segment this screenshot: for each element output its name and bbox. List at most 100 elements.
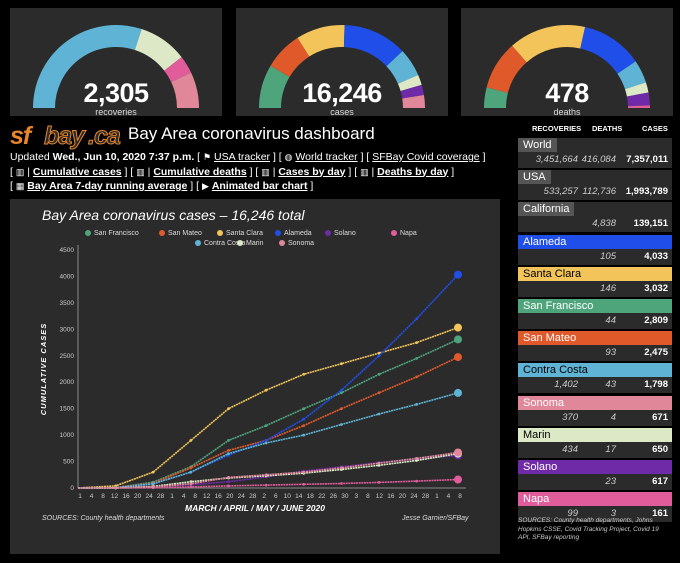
usa-tracker-link[interactable]: USA tracker: [214, 151, 271, 163]
row-recoveries: 1,402: [554, 379, 578, 391]
legend-item[interactable]: Marin: [237, 240, 264, 247]
x-tick-label: 8: [366, 493, 370, 500]
x-tick-label: 12: [376, 493, 384, 500]
cases-by-day-link[interactable]: Cases by day: [278, 165, 346, 178]
table-row: Solano 23 617: [518, 460, 672, 490]
cumulative-deaths-link[interactable]: Cumulative deaths: [153, 165, 247, 178]
row-deaths: 4: [610, 411, 616, 423]
y-tick-label: 1000: [60, 432, 75, 439]
table-row: California 4,838 139,151: [518, 202, 672, 233]
gauge-deaths-arc: [483, 25, 650, 109]
data-point: [377, 354, 381, 358]
x-tick-label: 6: [274, 493, 278, 500]
cumulative-cases-link[interactable]: Cumulative cases: [32, 165, 122, 178]
data-point: [302, 470, 306, 474]
legend-label: Napa: [400, 230, 417, 237]
series-end-marker[interactable]: [454, 388, 462, 397]
y-tick-label: 3500: [60, 300, 75, 307]
row-cases: 1,798: [644, 379, 668, 391]
data-point: [377, 461, 381, 465]
series-end-marker[interactable]: [454, 475, 462, 484]
data-point: [151, 470, 155, 474]
gauge-segment: [270, 37, 310, 78]
data-point: [340, 362, 343, 366]
running-average-link[interactable]: Bay Area 7-day running average: [27, 180, 188, 192]
gauge-recoveries-label: recoveries: [95, 107, 137, 116]
y-tick-label: 4500: [60, 247, 75, 254]
row-cases: 139,151: [633, 218, 668, 230]
deaths-by-day-link[interactable]: Deaths by day: [377, 165, 449, 178]
gauge-cases: 16,246 cases: [236, 8, 448, 116]
legend-item[interactable]: San Francisco: [85, 230, 139, 237]
series-end-marker[interactable]: [454, 448, 462, 457]
table-row: Alameda 105 4,033: [518, 234, 672, 265]
data-point: [302, 433, 306, 437]
x-tick-label: 1: [170, 493, 174, 500]
legend-item[interactable]: Solano: [325, 230, 356, 237]
x-tick-label: 8: [458, 493, 462, 500]
world-tracker-link[interactable]: World tracker: [295, 151, 358, 163]
gauge-deaths: 478 deaths: [461, 8, 673, 116]
legend-item[interactable]: San Mateo: [159, 230, 202, 237]
data-point: [415, 403, 418, 406]
gauge-cases-arc: [259, 25, 425, 109]
legend-item[interactable]: Contra Costa: [195, 240, 245, 247]
legend-item[interactable]: Napa: [391, 230, 417, 237]
sfbay-logo[interactable]: sf bay .ca: [10, 122, 121, 151]
x-tick-label: 24: [238, 493, 246, 500]
play-icon: ▶: [201, 181, 209, 191]
series-end-marker[interactable]: [454, 335, 462, 344]
x-tick-label: 3: [355, 493, 359, 500]
data-point: [415, 357, 418, 360]
legend-item[interactable]: Santa Clara: [217, 230, 263, 237]
row-deaths: 43: [605, 379, 616, 391]
data-point: [264, 473, 268, 477]
data-point: [415, 479, 418, 483]
legend-swatch: [195, 240, 201, 246]
row-deaths: 105: [600, 250, 616, 262]
table-row: Santa Clara 146 3,032: [518, 266, 672, 297]
data-point: [189, 482, 193, 486]
table-row: USA 533,257 112,736 1,993,789: [518, 170, 672, 201]
calendar-icon: ▦: [15, 181, 25, 191]
legend-item[interactable]: Sonoma: [279, 240, 314, 247]
flag-icon: ⚑: [203, 152, 212, 162]
gauge-segment: [259, 65, 290, 109]
gauge-segment: [626, 92, 650, 107]
series-end-marker[interactable]: [454, 323, 462, 332]
row-name: Contra Costa: [518, 363, 672, 378]
table-row: Sonoma 370 4 671: [518, 395, 672, 426]
logo-bay-text: bay: [43, 122, 85, 151]
x-tick-label: 20: [399, 493, 407, 500]
gauge-segment: [483, 87, 508, 109]
series-end-marker[interactable]: [454, 270, 462, 279]
row-deaths: 93: [605, 347, 616, 359]
gauge-cases-value: 16,246: [302, 78, 382, 108]
data-point: [377, 463, 381, 467]
gauge-deaths-value: 478: [545, 78, 589, 108]
row-deaths: 44: [605, 315, 616, 326]
data-point: [415, 375, 418, 379]
sfbay-coverage-link[interactable]: SFBay Covid coverage: [372, 151, 480, 163]
row-cases: 4,033: [644, 250, 668, 262]
legend-label: Marin: [246, 240, 264, 247]
series-end-marker[interactable]: [454, 353, 462, 362]
x-tick-label: 4: [447, 493, 451, 500]
animated-bar-chart-link[interactable]: Animated bar chart: [211, 180, 308, 192]
x-tick-label: 28: [157, 493, 165, 500]
legend-swatch: [85, 230, 91, 236]
gauge-segment: [617, 61, 646, 90]
x-tick-label: 1: [78, 493, 82, 500]
row-cases: 2,475: [644, 347, 668, 359]
header-recoveries: RECOVERIES: [532, 124, 582, 133]
x-tick-label: 28: [249, 493, 257, 500]
data-point: [377, 391, 381, 395]
data-point: [227, 484, 230, 488]
x-tick-label: 26: [330, 493, 338, 500]
data-point: [340, 482, 343, 485]
data-point: [189, 466, 193, 470]
x-tick-label: 28: [422, 493, 430, 500]
row-recoveries: 434: [562, 443, 578, 455]
legend-item[interactable]: Alameda: [275, 230, 312, 237]
